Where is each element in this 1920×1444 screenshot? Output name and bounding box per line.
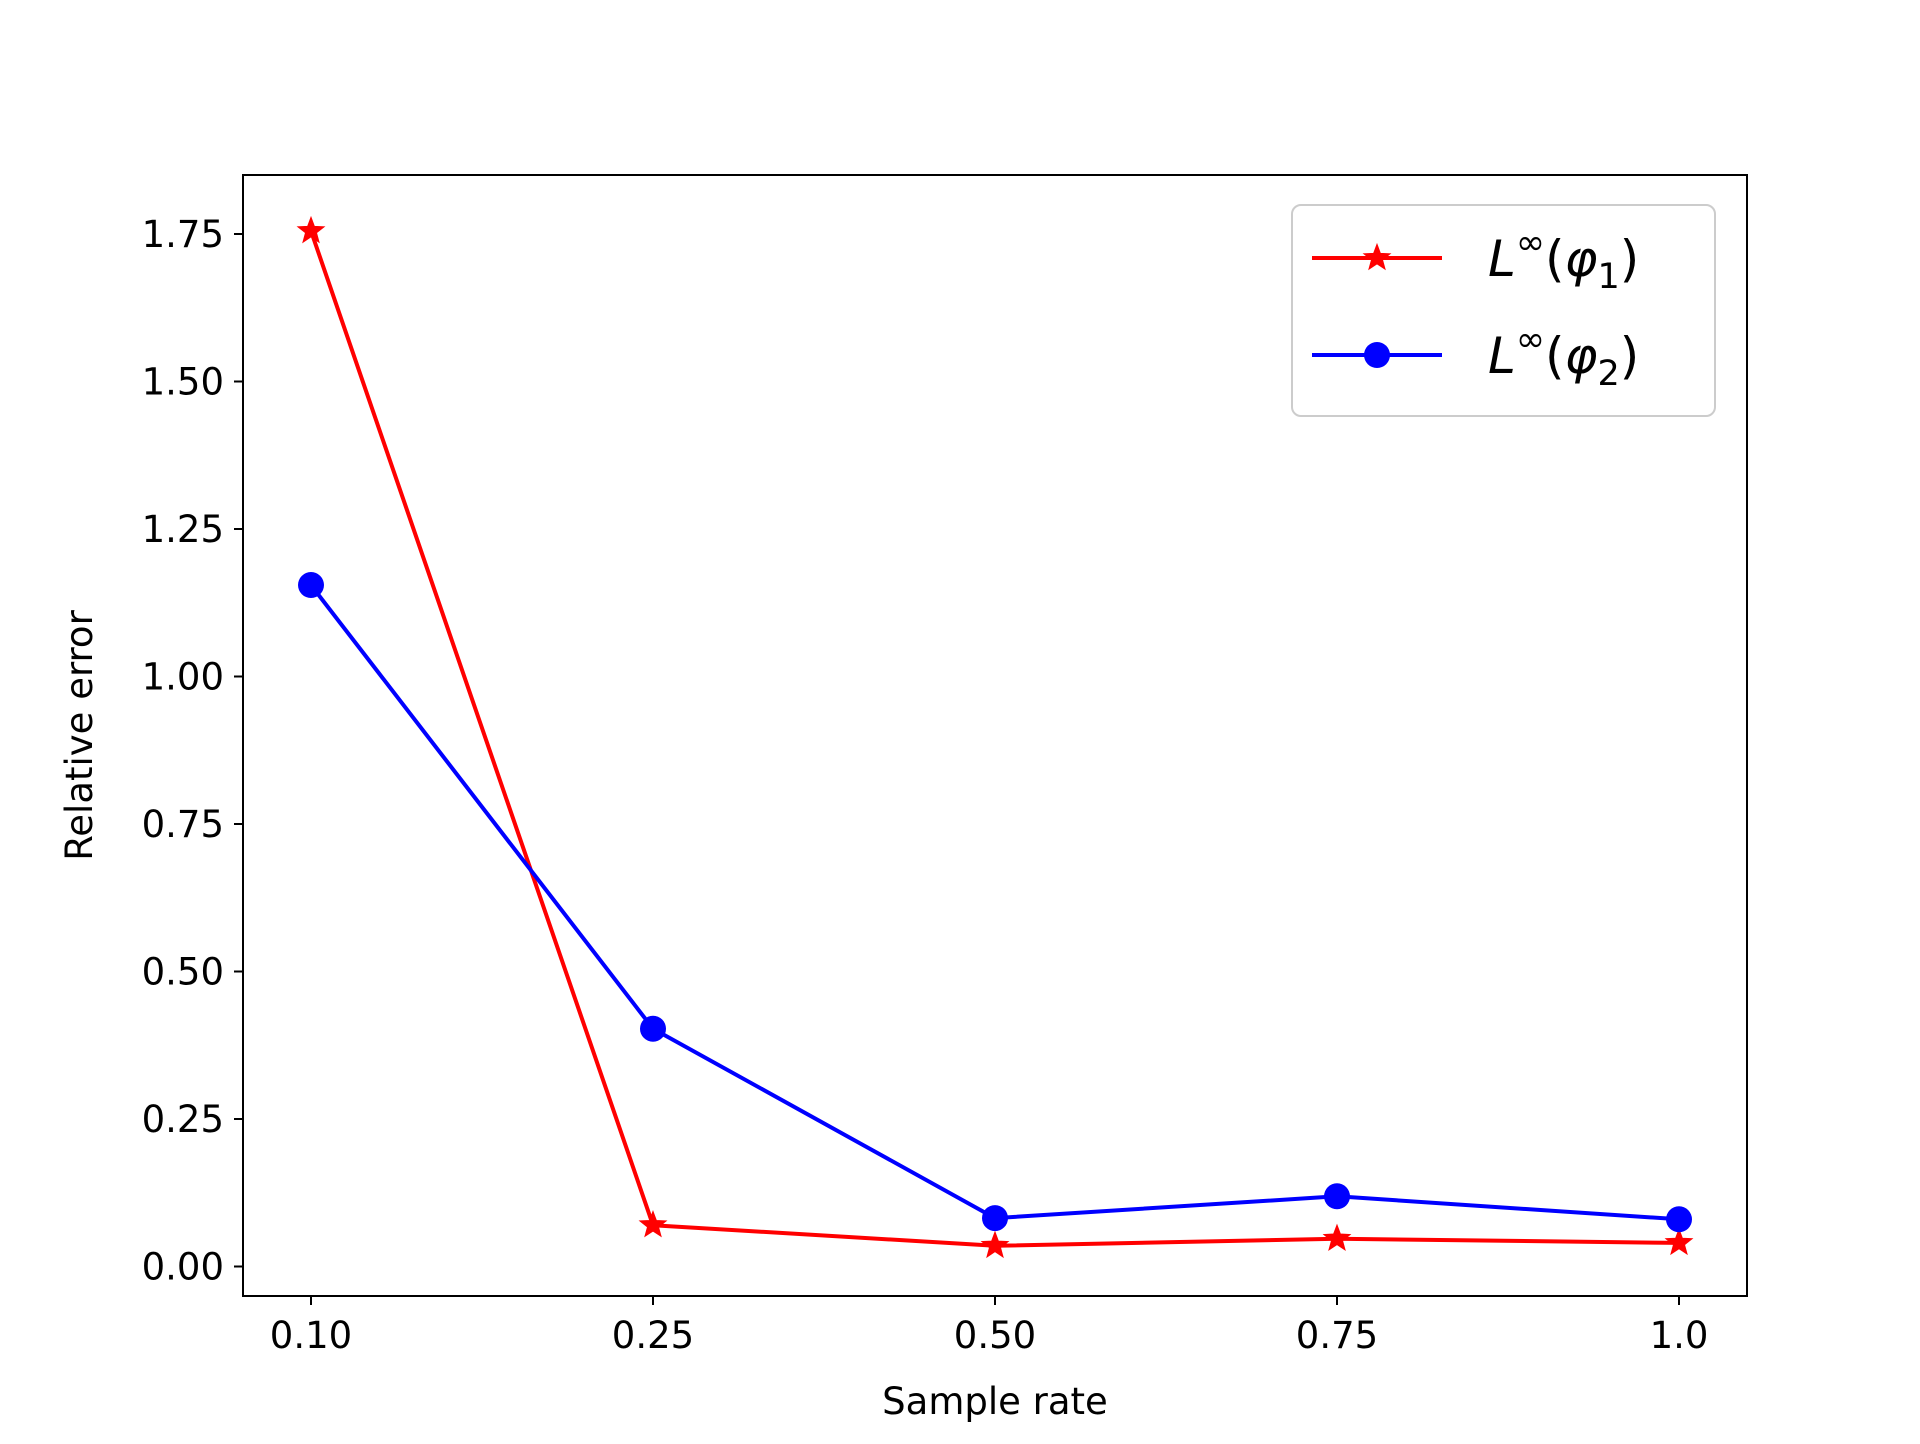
legend-label-open: ( (1545, 230, 1565, 288)
series-1-point (638, 1210, 668, 1238)
legend-label-open: ( (1545, 327, 1565, 385)
series-2-point (982, 1205, 1008, 1232)
legend-label-base: L (1488, 327, 1516, 385)
series-1-point (296, 215, 326, 244)
legend-label-var: φ (1565, 230, 1598, 288)
y-tick-label: 0.25 (142, 1098, 224, 1141)
series-2-point (1324, 1183, 1350, 1210)
x-tick-label: 0.75 (1296, 1314, 1378, 1357)
y-tick-label: 1.75 (142, 213, 224, 256)
x-tick-label: 0.50 (954, 1314, 1036, 1357)
legend-label: L∞(φ2) (1488, 320, 1639, 394)
legend-marker (1364, 342, 1390, 368)
series-2-point (298, 572, 324, 599)
legend-marker (1362, 242, 1392, 271)
legend-label-close: ) (1620, 230, 1640, 288)
plot-marks (296, 215, 1694, 1259)
legend-label-base: L (1488, 230, 1516, 288)
x-tick-label: 1.0 (1650, 1314, 1709, 1357)
y-axis-label: Relative error (58, 609, 101, 860)
series-1-point (1322, 1223, 1352, 1252)
series-2-line (309, 583, 1680, 1222)
legend-label-sub: 1 (1598, 257, 1620, 297)
legend-label-sup: ∞ (1516, 320, 1545, 360)
axis-ticks: 0.10 0.25 0.50 0.75 1.0 0.00 0.25 0.50 0.75 1.00 1… (142, 213, 1709, 1357)
legend: L∞(φ1)L∞(φ2) (1291, 204, 1716, 417)
legend-label-sup: ∞ (1516, 223, 1545, 263)
series-1-point (1664, 1227, 1694, 1256)
series-1-point (980, 1230, 1010, 1259)
y-tick-label: 0.75 (142, 803, 224, 846)
x-tick-label: 0.10 (270, 1314, 352, 1357)
y-tick-label: 1.25 (142, 508, 224, 551)
x-tick-label: 0.25 (612, 1314, 694, 1357)
y-tick-label: 1.50 (142, 361, 224, 404)
legend-label-close: ) (1620, 327, 1640, 385)
x-axis-label: Sample rate (882, 1380, 1108, 1423)
series-2-point (1666, 1206, 1692, 1233)
y-tick-label: 1.00 (142, 656, 224, 699)
series-2-point (640, 1015, 666, 1042)
y-tick-label: 0.50 (142, 951, 224, 994)
legend-label: L∞(φ1) (1488, 223, 1639, 297)
legend-label-var: φ (1565, 327, 1598, 385)
y-tick-label: 0.00 (142, 1246, 224, 1289)
legend-label-sub: 2 (1598, 354, 1620, 394)
